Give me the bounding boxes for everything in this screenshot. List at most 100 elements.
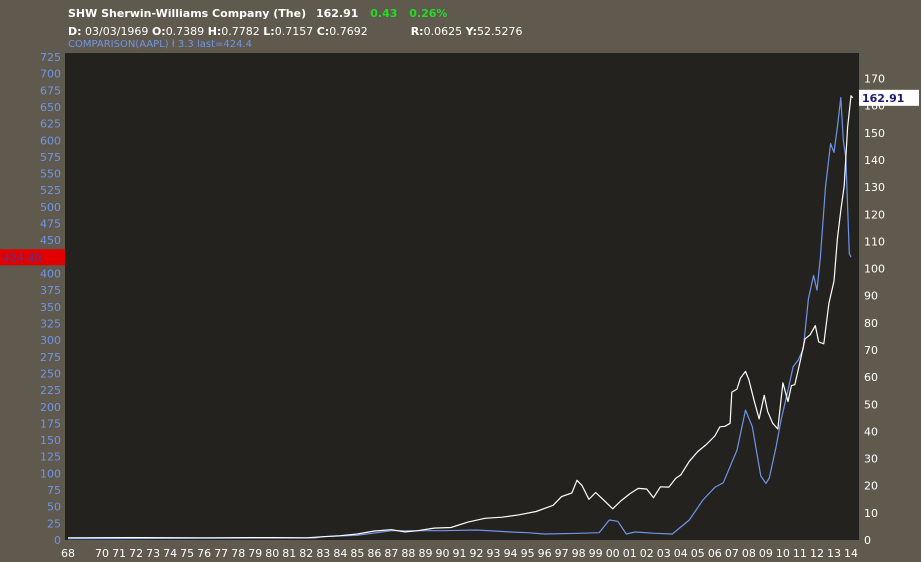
left-tick-label: 725 xyxy=(40,51,61,64)
x-tick-label: 88 xyxy=(401,547,415,560)
right-tick-label: 70 xyxy=(864,344,878,357)
high-value: 0.7782 xyxy=(221,25,260,38)
right-tick-label: 100 xyxy=(864,263,885,276)
left-tick-label: 0 xyxy=(54,534,61,547)
range-value: 0.0625 xyxy=(423,25,463,38)
x-tick-label: 72 xyxy=(129,547,143,560)
left-tick-label: 650 xyxy=(40,101,61,114)
title-line: SHW Sherwin-Williams Company (The) 162.9… xyxy=(68,7,447,20)
left-tick-label: 550 xyxy=(40,168,61,181)
shw-series-line xyxy=(67,95,854,539)
low-label: L: xyxy=(263,25,275,38)
x-tick-label: 94 xyxy=(504,547,518,560)
left-tick-label: 575 xyxy=(40,151,61,164)
change-percent: 0.26% xyxy=(409,7,448,20)
left-tick-label: 225 xyxy=(40,384,61,397)
left-tick-label: 200 xyxy=(40,401,61,414)
x-tick-label: 90 xyxy=(435,547,449,560)
left-tick-label: 125 xyxy=(40,451,61,464)
right-tick-label: 150 xyxy=(864,127,885,140)
x-tick-label: 04 xyxy=(674,547,688,560)
x-tick-label: 75 xyxy=(180,547,194,560)
left-tick-label: 475 xyxy=(40,218,61,231)
left-tick-label: 700 xyxy=(40,68,61,81)
x-tick-label: 06 xyxy=(708,547,722,560)
x-tick-label: 71 xyxy=(112,547,126,560)
aapl-last-marker xyxy=(0,249,65,266)
high-label: H: xyxy=(207,25,222,38)
x-tick-label: 12 xyxy=(810,547,824,560)
x-tick-label: 80 xyxy=(265,547,279,560)
x-tick-label: 09 xyxy=(759,547,773,560)
right-tick-label: 80 xyxy=(864,317,878,330)
x-tick-label: 00 xyxy=(606,547,620,560)
left-tick-label: 400 xyxy=(40,268,61,281)
x-tick-label: 08 xyxy=(742,547,756,560)
symbol-label: SHW xyxy=(68,7,98,20)
change-value: 0.43 xyxy=(370,7,398,20)
value-markers: 424.40 162.91 xyxy=(0,89,919,266)
x-tick-label: 77 xyxy=(214,547,228,560)
series-layer xyxy=(67,95,854,540)
right-tick-label: 130 xyxy=(864,181,885,194)
x-tick-label: 82 xyxy=(299,547,313,560)
x-tick-label: 99 xyxy=(589,547,603,560)
x-tick-label: 91 xyxy=(453,547,467,560)
x-tick-label: 03 xyxy=(657,547,671,560)
right-axis: 0102030405060708090100110120130140150160… xyxy=(864,73,885,547)
left-tick-label: 75 xyxy=(47,484,61,497)
right-tick-label: 30 xyxy=(864,453,878,466)
open-label: O: xyxy=(151,25,166,38)
x-tick-label: 73 xyxy=(146,547,160,560)
date-label: D: xyxy=(68,25,82,38)
x-axis: 68 70 71 72 73 74 75 76 77 78 79 80 81 82 83 84 85 86 87 88… xyxy=(61,547,858,560)
x-tick-label: 11 xyxy=(793,547,807,560)
x-tick-label: 84 xyxy=(333,547,347,560)
x-tick-label: 89 xyxy=(418,547,432,560)
plot-area[interactable] xyxy=(65,53,859,540)
x-tick-label: 74 xyxy=(163,547,177,560)
right-tick-label: 0 xyxy=(864,534,871,547)
right-tick-label: 90 xyxy=(864,290,878,303)
left-tick-label: 25 xyxy=(47,517,61,530)
x-tick-label: 10 xyxy=(776,547,790,560)
aapl-last-value: 424.40 xyxy=(3,251,42,264)
left-tick-label: 600 xyxy=(40,134,61,147)
left-tick-label: 625 xyxy=(40,118,61,131)
left-tick-label: 450 xyxy=(40,234,61,247)
x-tick-label: 96 xyxy=(538,547,552,560)
left-tick-label: 150 xyxy=(40,434,61,447)
left-axis: 0 25 50 75 100 125 150 175 200 225 250 275 300 325 350… xyxy=(40,51,61,547)
left-tick-label: 300 xyxy=(40,334,61,347)
right-tick-label: 20 xyxy=(864,480,878,493)
right-tick-label: 10 xyxy=(864,507,878,520)
left-tick-label: 50 xyxy=(47,501,61,514)
low-value: 0.7157 xyxy=(274,25,314,38)
x-tick-label: 01 xyxy=(623,547,637,560)
right-tick-label: 170 xyxy=(864,73,885,86)
left-tick-label: 275 xyxy=(40,351,61,364)
ohlc-line: D: 03/03/1969 O:0.7389 H:0.7782 L:0.7157… xyxy=(68,25,523,38)
x-tick-label: 86 xyxy=(367,547,381,560)
x-tick-label: 98 xyxy=(572,547,586,560)
x-tick-label: 70 xyxy=(95,547,109,560)
x-tick-label: 87 xyxy=(384,547,398,560)
y-label: Y: xyxy=(465,25,477,38)
shw-last-marker xyxy=(859,89,919,106)
x-tick-label: 92 xyxy=(470,547,484,560)
x-tick-label: 97 xyxy=(555,547,569,560)
x-tick-label: 85 xyxy=(350,547,364,560)
x-tick-label: 05 xyxy=(691,547,705,560)
x-tick-label: 07 xyxy=(725,547,739,560)
left-tick-label: 175 xyxy=(40,417,61,430)
right-tick-label: 110 xyxy=(864,235,885,248)
close-label: C: xyxy=(316,25,330,38)
x-tick-label: 81 xyxy=(282,547,296,560)
range-label: R: xyxy=(410,25,424,38)
left-tick-label: 375 xyxy=(40,284,61,297)
comparison-line-label: COMPARISON(AAPL) ł 3.3 last=424.4 xyxy=(68,39,252,50)
left-tick-label: 325 xyxy=(40,317,61,330)
close-value: 0.7692 xyxy=(329,25,368,38)
